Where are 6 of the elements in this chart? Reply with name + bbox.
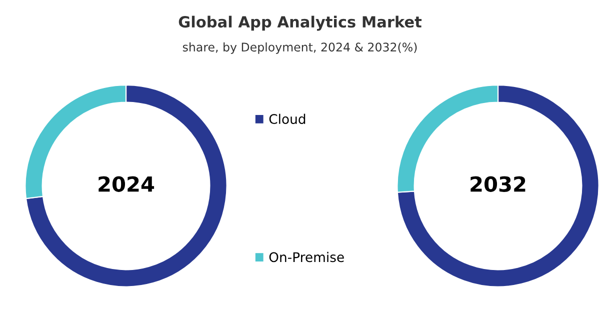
- legend-label: On-Premise: [269, 252, 344, 262]
- slice-label: 2024: [98, 176, 154, 192]
- legend-label: Cloud: [269, 114, 306, 124]
- slice-label: 2032: [470, 176, 526, 192]
- chart-title: Global App Analytics Market: [178, 16, 422, 31]
- chart-subtitle: share, by Deployment, 2024 & 2032(%): [182, 42, 417, 54]
